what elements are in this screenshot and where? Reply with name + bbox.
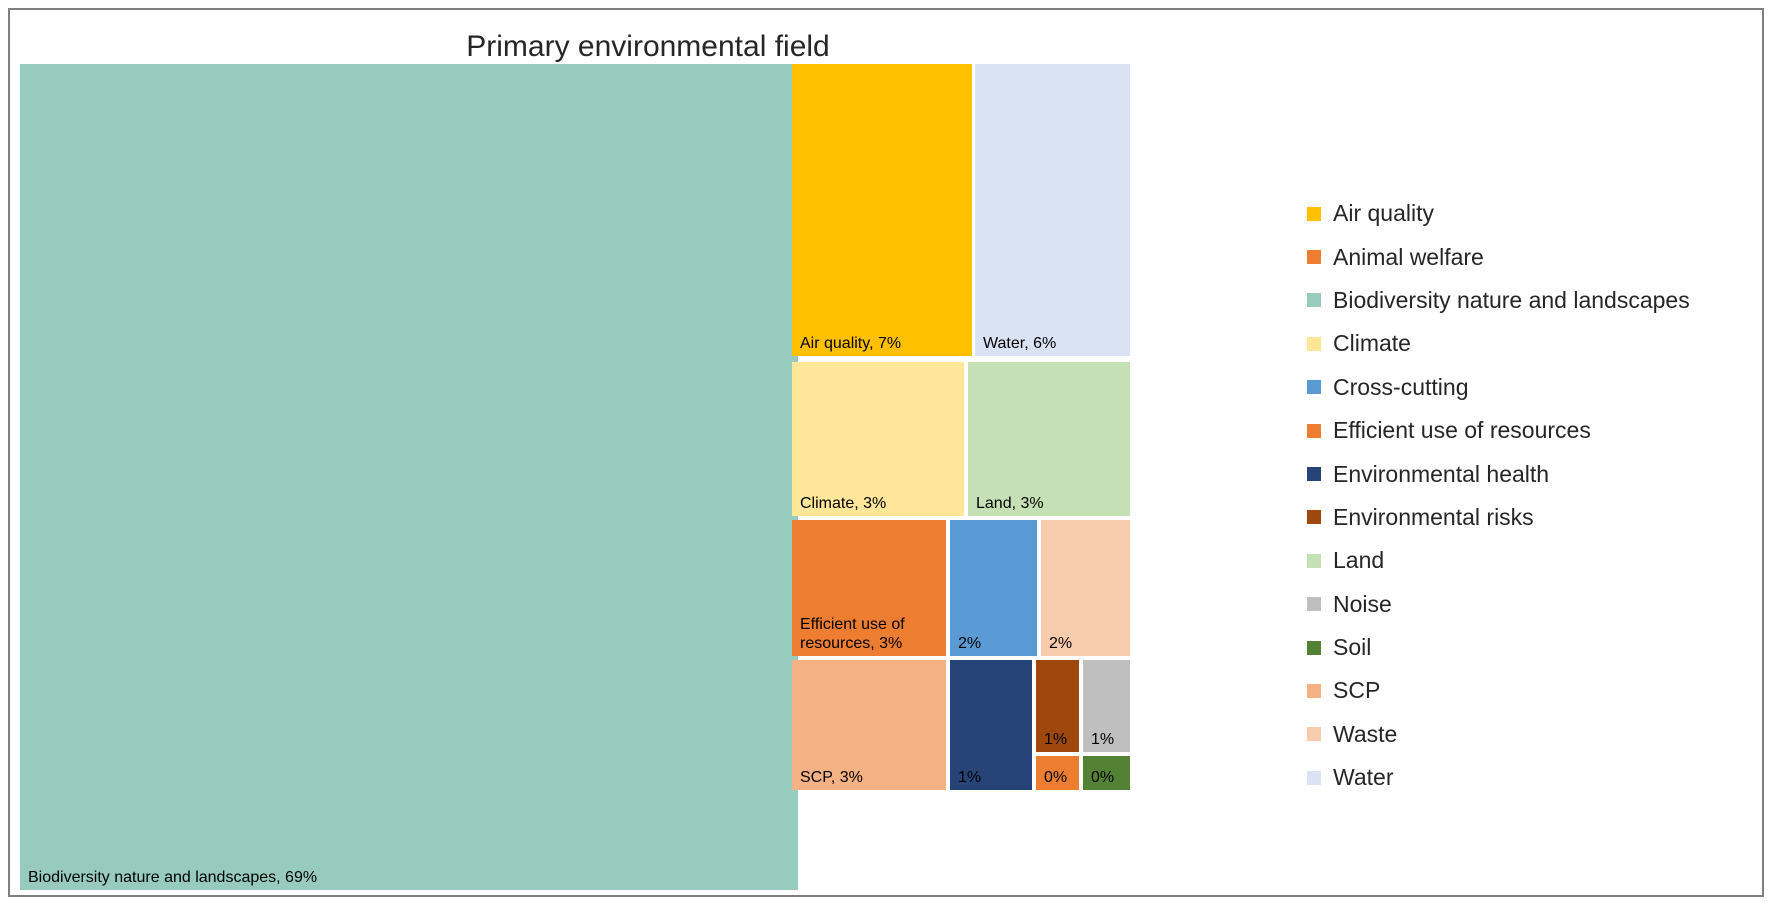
tile-label-line: 1% (1044, 731, 1067, 748)
legend-label: Land (1333, 547, 1385, 574)
tile-climate (792, 362, 964, 516)
tile-efficient-use-of-resources (792, 520, 946, 656)
legend-label: Noise (1333, 590, 1392, 617)
tile-label-line: Water, 6% (983, 335, 1056, 352)
tile-label-soil: 0% (1091, 769, 1114, 786)
tile-soil (1083, 756, 1130, 790)
treemap-plot: Biodiversity nature and landscapes, 69% A… (20, 64, 1130, 890)
tile-label-environmental-risks: 1% (1044, 731, 1067, 748)
legend-swatch (1307, 250, 1321, 265)
legend-item-efficient-use-of-resources: Efficient use of resources (1307, 409, 1690, 452)
legend-item-animal-welfare: Animal welfare (1307, 235, 1690, 278)
legend-label: SCP (1333, 677, 1381, 704)
tile-label-noise: 1% (1091, 731, 1114, 748)
legend-item-environmental-health: Environmental health (1307, 452, 1690, 495)
legend-item-land: Land (1307, 539, 1690, 582)
tile-label-line: 1% (1091, 731, 1114, 748)
legend-item-waste: Waste (1307, 713, 1690, 756)
tile-environmental-health (950, 660, 1032, 790)
legend-label: Air quality (1333, 200, 1434, 227)
tile-label-line: Climate, 3% (800, 495, 886, 512)
legend-swatch (1307, 510, 1321, 525)
tile-air-quality (792, 64, 972, 356)
legend-item-soil: Soil (1307, 626, 1690, 669)
legend-label: Waste (1333, 720, 1398, 747)
legend-swatch (1307, 683, 1321, 698)
tile-label-line: SCP, 3% (800, 769, 863, 786)
legend-item-environmental-risks: Environmental risks (1307, 496, 1690, 539)
tile-label-efficient-use-of-resources: Efficient use of resources, 3% (800, 616, 905, 652)
legend-item-scp: SCP (1307, 669, 1690, 712)
tile-label-land: Land, 3% (976, 495, 1044, 512)
tile-label-line: Biodiversity nature and landscapes, 69% (28, 869, 317, 886)
chart-title: Primary environmental field (466, 30, 830, 63)
legend-item-air-quality: Air quality (1307, 192, 1690, 235)
legend-label: Soil (1333, 634, 1372, 661)
legend-label: Environmental health (1333, 460, 1550, 487)
tile-label-line: resources, 3% (800, 635, 902, 652)
tile-label-biodiversity-nature-and-landscapes: Biodiversity nature and landscapes, 69% (28, 869, 317, 886)
chart-legend: Air quality Animal welfare Biodiversity na… (1307, 192, 1690, 799)
tile-label-air-quality: Air quality, 7% (800, 335, 901, 352)
legend-label: Climate (1333, 330, 1411, 357)
tile-cross-cutting (950, 520, 1037, 656)
tile-label-line: 2% (1049, 635, 1072, 652)
legend-label: Efficient use of resources (1333, 417, 1591, 444)
tile-label-cross-cutting: 2% (958, 635, 981, 652)
tile-label-line: 0% (1091, 769, 1114, 786)
legend-swatch (1307, 336, 1321, 351)
chart-frame: Primary environmental field Biodiversity… (8, 8, 1764, 897)
tile-label-line: Air quality, 7% (800, 335, 901, 352)
legend-swatch (1307, 553, 1321, 568)
legend-swatch (1307, 423, 1321, 438)
tile-environmental-risks (1036, 660, 1079, 752)
tile-land (968, 362, 1130, 516)
legend-item-water: Water (1307, 756, 1690, 799)
legend-swatch (1307, 293, 1321, 308)
tile-label-line: Land, 3% (976, 495, 1044, 512)
tile-animal-welfare (1036, 756, 1079, 790)
legend-swatch (1307, 770, 1321, 785)
tile-biodiversity-nature-and-landscapes (20, 64, 798, 890)
tile-waste (1041, 520, 1130, 656)
tile-label-climate: Climate, 3% (800, 495, 886, 512)
legend-swatch (1307, 380, 1321, 395)
legend-swatch (1307, 206, 1321, 221)
tile-label-line: Efficient use of (800, 616, 905, 633)
legend-swatch (1307, 467, 1321, 482)
legend-item-climate: Climate (1307, 322, 1690, 365)
legend-label: Water (1333, 764, 1394, 791)
legend-label: Animal welfare (1333, 243, 1484, 270)
legend-swatch (1307, 597, 1321, 612)
tile-label-scp: SCP, 3% (800, 769, 863, 786)
tile-label-water: Water, 6% (983, 335, 1056, 352)
legend-swatch (1307, 727, 1321, 742)
legend-item-cross-cutting: Cross-cutting (1307, 366, 1690, 409)
tile-label-line: 1% (958, 769, 981, 786)
tile-label-environmental-health: 1% (958, 769, 981, 786)
legend-swatch (1307, 640, 1321, 655)
tile-noise (1083, 660, 1130, 752)
legend-item-noise: Noise (1307, 583, 1690, 626)
legend-label: Cross-cutting (1333, 373, 1469, 400)
legend-item-biodiversity-nature-and-landscapes: Biodiversity nature and landscapes (1307, 279, 1690, 322)
tile-label-line: 0% (1044, 769, 1067, 786)
tile-label-waste: 2% (1049, 635, 1072, 652)
legend-label: Environmental risks (1333, 503, 1534, 530)
tile-label-animal-welfare: 0% (1044, 769, 1067, 786)
legend-label: Biodiversity nature and landscapes (1333, 286, 1690, 313)
tile-scp (792, 660, 946, 790)
tile-water (975, 64, 1130, 356)
tile-label-line: 2% (958, 635, 981, 652)
